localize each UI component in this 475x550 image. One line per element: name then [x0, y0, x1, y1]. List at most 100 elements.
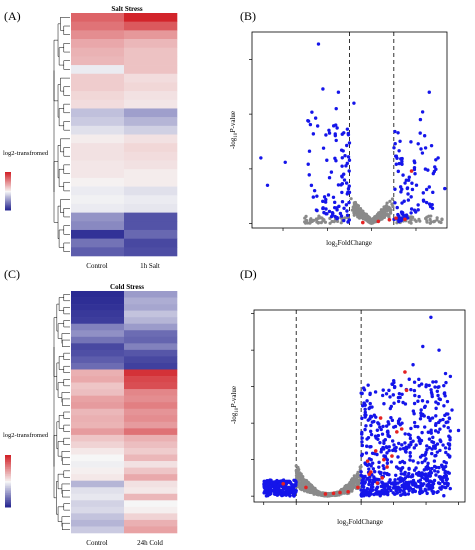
- significant-point: [446, 481, 450, 486]
- significant-point: [420, 399, 425, 403]
- significant-point: [430, 451, 434, 456]
- not-significant-point: [356, 204, 361, 208]
- significant-point: [446, 420, 450, 424]
- significant-point: [425, 444, 429, 448]
- significant-point: [293, 489, 298, 494]
- significant-point: [425, 467, 429, 471]
- significant-point: [430, 392, 434, 397]
- heatmap-cell: [71, 356, 125, 364]
- significant-point: [406, 198, 411, 202]
- significant-point: [359, 391, 363, 395]
- significant-point: [389, 488, 393, 493]
- not-significant-point: [370, 221, 374, 225]
- significant-point: [365, 476, 370, 481]
- heatmap-cell: [71, 461, 125, 468]
- significant-point: [370, 461, 375, 465]
- significant-point: [443, 413, 447, 418]
- significant-point: [362, 493, 366, 498]
- panel-b-letter: (B): [240, 9, 256, 23]
- not-significant-point: [350, 477, 354, 481]
- heatmap-cell: [124, 134, 178, 144]
- significant-point: [392, 401, 396, 405]
- significant-point: [416, 473, 421, 477]
- significant-point: [421, 199, 426, 203]
- panel-d: log2FoldChange -log10P-value: [230, 309, 466, 528]
- legend-gradient-step: [5, 183, 11, 186]
- significant-point: [438, 448, 442, 453]
- significant-point: [402, 472, 406, 476]
- dendrogram-branch: [58, 229, 64, 248]
- legend-gradient-step: [5, 192, 11, 195]
- heatmap-cell: [71, 310, 125, 318]
- dendrogram-branch: [58, 415, 64, 429]
- significant-point: [423, 404, 427, 408]
- heatmap-cell: [124, 382, 178, 390]
- not-significant-point: [413, 218, 417, 222]
- dendrogram-branch: [63, 181, 70, 192]
- significant-point: [367, 467, 371, 471]
- dendrogram-branch: [63, 25, 70, 35]
- significant-point: [316, 42, 321, 46]
- significant-point: [425, 447, 429, 452]
- significant-point: [437, 465, 441, 470]
- legend-gradient-step: [5, 177, 11, 179]
- legend-gradient-step: [5, 489, 11, 492]
- significant-point: [444, 461, 449, 465]
- heatmap-cell: [124, 369, 178, 377]
- significant-point: [398, 185, 403, 189]
- significant-point: [395, 205, 399, 210]
- significant-point: [367, 482, 371, 487]
- significant-point: [419, 487, 423, 491]
- significant-point: [373, 470, 377, 474]
- pvcml-point: [323, 492, 328, 496]
- significant-point: [269, 478, 273, 483]
- heatmap-cell: [124, 454, 178, 462]
- panel-a-heatmap-cells: [71, 13, 178, 257]
- significant-point: [334, 138, 338, 143]
- panel-a-color-legend: [5, 172, 11, 211]
- not-significant-point: [350, 484, 354, 489]
- not-significant-point: [432, 220, 436, 224]
- significant-point: [436, 156, 440, 160]
- significant-point: [447, 416, 452, 420]
- significant-point: [393, 201, 397, 205]
- significant-point: [430, 447, 434, 451]
- significant-point: [442, 404, 446, 408]
- significant-point: [397, 161, 401, 166]
- not-significant-point: [317, 214, 321, 218]
- significant-point: [374, 436, 378, 440]
- significant-point: [380, 393, 385, 398]
- significant-point: [421, 344, 425, 349]
- legend-gradient-step: [5, 465, 11, 468]
- panel-a-col-treatment: 1h Salt: [140, 262, 160, 270]
- significant-point: [407, 488, 411, 493]
- not-significant-point: [440, 217, 444, 221]
- significant-point: [400, 392, 404, 397]
- pvcml-point: [365, 459, 370, 463]
- significant-point: [438, 438, 442, 442]
- not-significant-point: [409, 218, 413, 222]
- legend-gradient-step: [5, 493, 11, 496]
- significant-point: [322, 195, 327, 199]
- heatmap-cell: [71, 177, 125, 187]
- significant-point: [443, 471, 447, 475]
- significant-point: [432, 464, 437, 469]
- significant-point: [373, 390, 378, 394]
- heatmap-cell: [124, 487, 178, 495]
- heatmap-cell: [124, 160, 178, 170]
- significant-point: [448, 429, 452, 433]
- significant-point: [283, 160, 287, 165]
- heatmap-cell: [124, 461, 178, 468]
- significant-point: [439, 476, 443, 481]
- significant-point: [340, 200, 345, 204]
- significant-point: [363, 427, 367, 432]
- legend-gradient-step: [5, 455, 11, 458]
- significant-point: [363, 407, 367, 411]
- dendrogram-branch: [63, 437, 70, 445]
- significant-point: [425, 484, 429, 488]
- significant-point: [385, 461, 390, 465]
- significant-point: [404, 446, 409, 451]
- significant-point: [406, 492, 411, 496]
- legend-gradient-step: [5, 460, 11, 463]
- significant-point: [402, 482, 406, 486]
